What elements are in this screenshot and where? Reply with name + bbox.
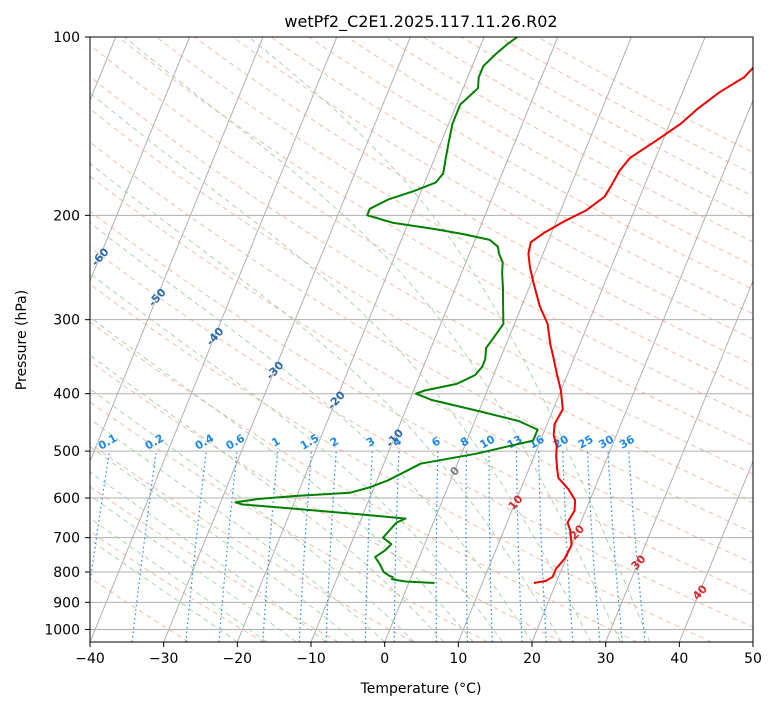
mixing-ratio-line [488,451,493,642]
moist-adiabat-line [90,222,533,642]
chart-title: wetPf2_C2E1.2025.117.11.26.R02 [284,12,557,32]
isotherm-line [90,37,338,642]
dewpoint-profile-line [234,37,539,584]
mixing-ratio-line [218,451,238,642]
mixing-ratio-line [298,451,312,642]
dry-adiabat-line [90,321,638,642]
dry-adiabat-line [90,360,563,642]
isotherm-line [678,460,753,642]
dry-adiabat-line [90,141,753,534]
isotherm-line [605,279,753,642]
x-tick-label: 20 [523,651,541,667]
mixing-ratio-line [562,451,574,642]
y-axis-title: Pressure (hPa) [14,290,30,390]
mixing-ratio-line [262,451,279,642]
x-tick-label: 40 [670,651,688,667]
background-lines [90,37,753,642]
moist-adiabat-line [90,388,415,642]
profile-lines [234,37,753,584]
mixing-ratio-line [90,451,110,587]
isotherm-line [384,37,632,642]
dry-adiabat-line [194,37,753,366]
isotherm-line [310,37,559,642]
x-axis-title: Temperature (°C) [360,681,482,697]
temperature-profile-line [527,66,753,584]
y-tick-label: 900 [53,595,80,611]
y-tick-label: 300 [53,313,80,329]
x-tick-label: 0 [380,651,389,667]
isotherm-line [90,37,264,463]
y-tick-label: 200 [53,208,80,224]
moist-adiabat-line [90,162,562,642]
mixing-ratio-line [325,451,337,642]
moist-adiabat-line [90,354,444,642]
mixing-ratio-line [435,451,439,642]
isotherm-line [163,37,411,642]
x-tick-label: −20 [223,651,253,667]
mixing-ratio-line [538,451,547,642]
mixing-ratio-line [628,451,646,642]
mixing-ratio-line [607,451,623,642]
moist-adiabat-line [90,517,268,642]
mixing-ratio-line [515,451,523,642]
mixing-ratio-line [131,451,157,642]
dry-adiabat-line [270,37,753,315]
y-axis: 100 200 300 400 500 600 700 800 900 1000 [44,30,90,638]
y-tick-label: 600 [53,491,80,507]
plot-frame [89,36,754,643]
moist-adiabat-line [248,37,651,642]
dry-adiabat-line [90,283,712,642]
mixing-ratio-line [586,451,601,642]
mixing-ratio-line [185,451,207,642]
dry-adiabat-line [90,44,753,446]
dry-adiabat-line [90,76,753,475]
y-tick-label: 500 [53,444,80,460]
moist-adiabat-line [90,92,592,642]
moist-adiabat-line [90,316,474,642]
y-tick-label: 800 [53,565,80,581]
moist-adiabat-line [90,471,327,642]
isotherm-line [531,98,753,642]
dry-adiabat-line [90,108,753,504]
isotherm-line [236,37,485,642]
dry-adiabat-line [156,37,753,392]
x-tick-label: 30 [597,651,615,667]
dry-adiabat-line [90,246,753,628]
moist-adiabat-line [90,272,503,642]
moist-adiabat-line [90,445,356,642]
dry-adiabat-line [90,210,753,596]
y-tick-label: 100 [53,30,80,46]
x-tick-label: −40 [75,651,105,667]
y-tick-label: 400 [53,387,80,403]
x-axis: −40 −30 −20 −10 0 10 20 30 40 50 [75,642,762,667]
x-tick-label: 10 [449,651,467,667]
y-tick-label: 1000 [44,622,80,638]
moist-adiabat-line [124,37,621,642]
x-tick-label: −30 [149,651,179,667]
y-tick-label: 700 [53,531,80,547]
mixing-ratio-line [393,451,400,642]
moist-adiabat-line [90,539,238,642]
isotherm-line [90,37,190,283]
mixing-ratio-line [465,451,469,642]
moist-adiabat-line [90,418,386,642]
x-tick-label: 50 [744,651,762,667]
x-tick-label: −10 [296,651,326,667]
mixing-ratio-line [364,451,373,642]
